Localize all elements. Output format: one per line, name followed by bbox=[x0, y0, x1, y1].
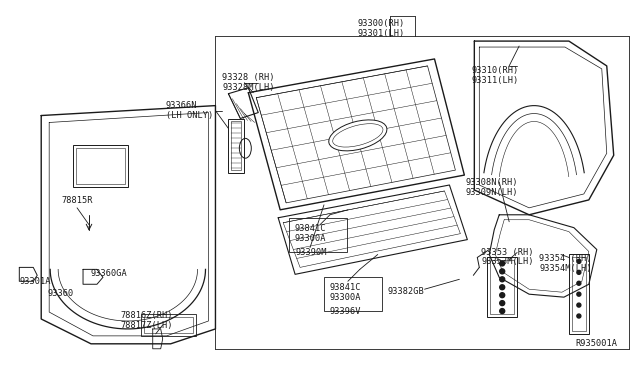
Text: 93841C: 93841C bbox=[330, 283, 362, 292]
Circle shape bbox=[577, 314, 581, 318]
Bar bbox=[289, 218, 347, 251]
Text: 93328M(LH): 93328M(LH) bbox=[223, 83, 275, 92]
Text: 93382GB: 93382GB bbox=[388, 287, 424, 296]
Circle shape bbox=[500, 293, 505, 298]
Text: 78816Z(RH): 78816Z(RH) bbox=[121, 311, 173, 320]
Text: 78815R: 78815R bbox=[61, 196, 93, 205]
Text: 93354M(LH): 93354M(LH) bbox=[539, 264, 591, 273]
Text: 93390M: 93390M bbox=[295, 247, 326, 257]
Circle shape bbox=[500, 261, 505, 266]
Text: 93366N: 93366N bbox=[166, 101, 197, 110]
Text: 93328 (RH): 93328 (RH) bbox=[223, 73, 275, 82]
Circle shape bbox=[500, 301, 505, 306]
Text: 93308N(RH): 93308N(RH) bbox=[465, 178, 518, 187]
Circle shape bbox=[500, 309, 505, 314]
Bar bbox=[141, 314, 196, 336]
Circle shape bbox=[500, 285, 505, 290]
Circle shape bbox=[500, 277, 505, 282]
Bar bbox=[73, 145, 128, 187]
Text: 93300A: 93300A bbox=[330, 293, 362, 302]
Text: 93353 (RH): 93353 (RH) bbox=[481, 247, 534, 257]
Text: 93310(RH): 93310(RH) bbox=[471, 66, 518, 75]
Text: 93309N(LH): 93309N(LH) bbox=[465, 188, 518, 197]
Text: 93301A: 93301A bbox=[19, 277, 51, 286]
Text: 78817Z(LH): 78817Z(LH) bbox=[121, 321, 173, 330]
Circle shape bbox=[577, 281, 581, 285]
Text: (LH ONLY): (LH ONLY) bbox=[166, 110, 213, 119]
Bar bbox=[487, 257, 517, 317]
Bar bbox=[569, 254, 589, 334]
Text: 93354 (RH): 93354 (RH) bbox=[539, 254, 591, 263]
Circle shape bbox=[577, 259, 581, 263]
Bar bbox=[228, 119, 244, 173]
Bar bbox=[324, 277, 381, 311]
Text: 93360GA: 93360GA bbox=[91, 269, 128, 278]
Bar bbox=[572, 257, 586, 331]
Bar bbox=[76, 148, 125, 184]
Text: 93353M(LH): 93353M(LH) bbox=[481, 257, 534, 266]
Bar bbox=[144, 317, 193, 333]
Text: 93396V: 93396V bbox=[330, 307, 362, 316]
Text: 93841C: 93841C bbox=[294, 224, 326, 233]
Bar bbox=[490, 260, 514, 314]
Circle shape bbox=[577, 303, 581, 307]
Text: 93311(LH): 93311(LH) bbox=[471, 76, 518, 85]
Circle shape bbox=[577, 292, 581, 296]
Text: 93300(RH): 93300(RH) bbox=[358, 19, 405, 28]
Circle shape bbox=[577, 270, 581, 274]
Circle shape bbox=[500, 269, 505, 274]
Text: 93300A: 93300A bbox=[294, 234, 326, 243]
Bar bbox=[232, 122, 241, 170]
Ellipse shape bbox=[329, 120, 387, 151]
Text: 93301(LH): 93301(LH) bbox=[358, 29, 405, 38]
Text: 93360: 93360 bbox=[47, 289, 74, 298]
Text: R935001A: R935001A bbox=[575, 339, 617, 348]
